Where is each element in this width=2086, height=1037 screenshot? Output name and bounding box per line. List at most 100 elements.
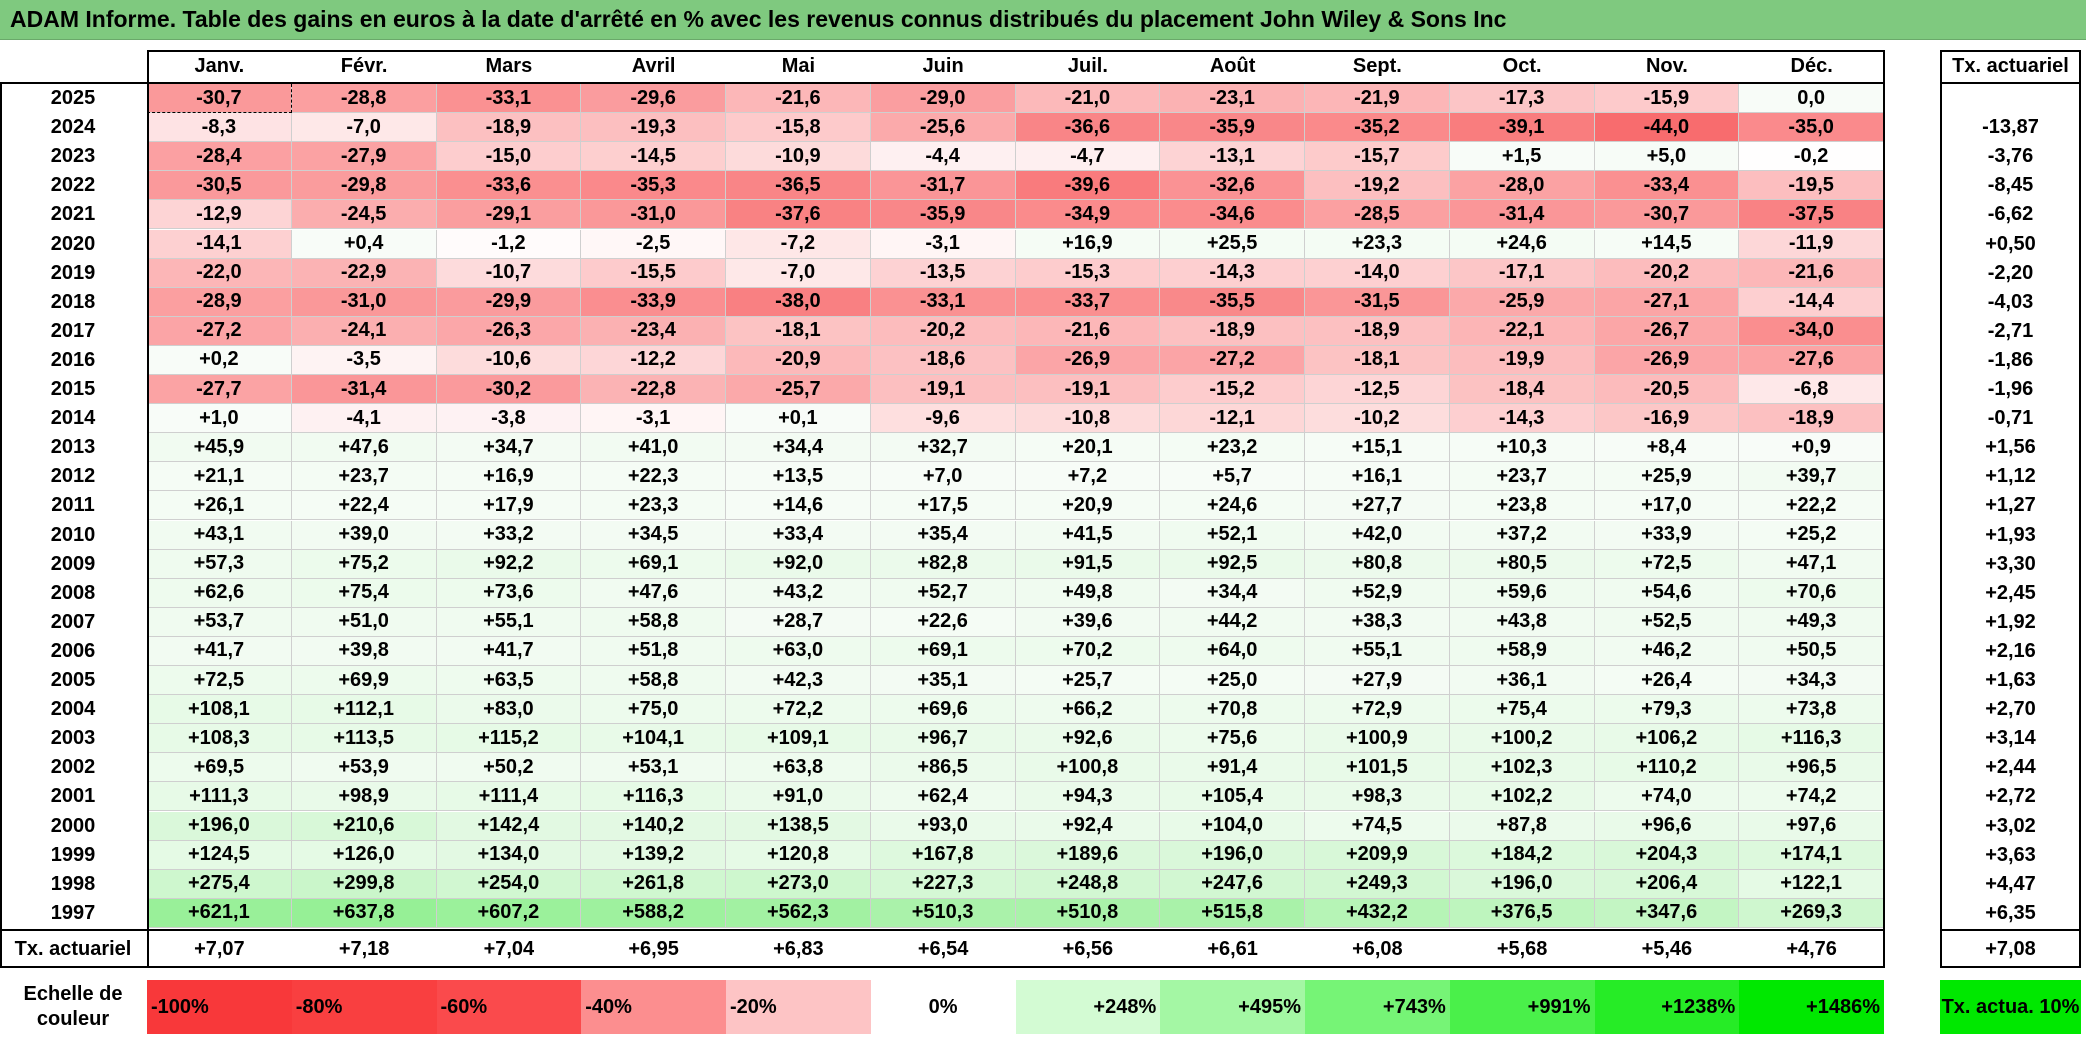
table-cell: +101,5 <box>1305 753 1450 783</box>
rate-cell: +3,63 <box>1985 843 2036 866</box>
table-cell: +86,5 <box>870 753 1016 783</box>
table-cell: +91,0 <box>726 782 871 812</box>
table-cell: -22,0 <box>147 258 292 288</box>
table-cell: +23,7 <box>1449 462 1595 492</box>
rate-cell: +0,50 <box>1985 232 2036 255</box>
rate-cell: +1,56 <box>1985 436 2036 459</box>
table-cell: -19,5 <box>1739 171 1884 201</box>
table-cell: +510,3 <box>870 898 1016 928</box>
table-cell: -33,1 <box>870 287 1016 317</box>
year-label: 2008 <box>50 581 96 604</box>
table-cell: +24,6 <box>1449 229 1595 259</box>
rate-cell: -8,45 <box>1987 174 2034 197</box>
table-cell: +62,6 <box>147 578 292 608</box>
summary-cell: +5,46 <box>1641 937 1693 960</box>
table-cell: -26,7 <box>1594 316 1740 346</box>
table-cell: +35,1 <box>870 666 1016 696</box>
table-cell: -21,6 <box>1739 258 1884 288</box>
summary-cell: +5,68 <box>1496 937 1548 960</box>
table-cell: -33,9 <box>581 287 726 317</box>
table-cell: +55,1 <box>436 607 582 637</box>
table-cell: +66,2 <box>1015 695 1161 725</box>
table-cell: -18,4 <box>1449 375 1595 405</box>
table-cell: +47,6 <box>581 578 726 608</box>
table-cell: -21,0 <box>1015 84 1161 114</box>
table-cell: +102,2 <box>1449 782 1595 812</box>
table-cell: +23,2 <box>1160 433 1305 463</box>
table-cell: +22,2 <box>1739 491 1884 521</box>
table-cell: -18,9 <box>1305 316 1450 346</box>
summary-topline-rate <box>1940 929 2081 931</box>
table-cell: +5,7 <box>1160 462 1305 492</box>
table-cell: -33,6 <box>436 171 582 201</box>
table-cell: -6,8 <box>1739 375 1884 405</box>
summary-cell: +7,07 <box>194 937 245 960</box>
table-cell: +27,9 <box>1305 666 1450 696</box>
month-header: Févr. <box>340 54 388 77</box>
summary-cell: +7,18 <box>338 937 390 960</box>
color-scale-swatch: +248% <box>1015 980 1161 1034</box>
month-header: Mai <box>781 54 816 77</box>
table-cell: +75,4 <box>1449 695 1595 725</box>
table-cell: +196,0 <box>147 811 292 841</box>
table-cell: -26,9 <box>1594 345 1740 375</box>
table-cell: -15,3 <box>1015 258 1161 288</box>
table-cell: -26,3 <box>436 316 582 346</box>
table-cell: +22,4 <box>291 491 437 521</box>
table-cell: +108,1 <box>147 695 292 725</box>
table-cell: +254,0 <box>436 869 582 899</box>
rate-header: Tx. actuariel <box>1952 54 2069 77</box>
table-cell: +92,5 <box>1160 549 1305 579</box>
table-cell: +51,0 <box>291 607 437 637</box>
table-cell: -22,9 <box>291 258 437 288</box>
table-cell: +73,6 <box>436 578 582 608</box>
rate-cell: +1,63 <box>1985 669 2036 692</box>
legend-label: Echelle de couleur <box>23 983 123 1030</box>
table-cell: -4,1 <box>291 404 437 434</box>
table-cell: +36,1 <box>1449 666 1595 696</box>
table-cell: +115,2 <box>436 724 582 754</box>
table-cell: +269,3 <box>1739 898 1884 928</box>
table-cell: -30,7 <box>1594 200 1740 230</box>
page-title: ADAM Informe. Table des gains en euros à… <box>10 6 1507 32</box>
table-cell: +69,5 <box>147 753 292 783</box>
table-cell: +70,8 <box>1160 695 1305 725</box>
month-header: Avril <box>631 54 676 77</box>
table-cell: -20,5 <box>1594 375 1740 405</box>
table-cell: +63,8 <box>726 753 871 783</box>
table-cell: +562,3 <box>726 898 871 928</box>
table-cell: +210,6 <box>291 811 437 841</box>
table-cell: +106,2 <box>1594 724 1740 754</box>
table-cell: +69,9 <box>291 666 437 696</box>
table-cell: -3,8 <box>436 404 582 434</box>
table-cell: -14,3 <box>1160 258 1305 288</box>
year-label: 2021 <box>50 203 96 226</box>
table-cell: +189,6 <box>1015 840 1161 870</box>
table-cell: +41,7 <box>436 636 582 666</box>
table-cell: +23,3 <box>1305 229 1450 259</box>
table-cell: +51,8 <box>581 636 726 666</box>
table-cell: -18,9 <box>1739 404 1884 434</box>
rate-cell: +1,92 <box>1985 610 2036 633</box>
table-cell: +20,9 <box>1015 491 1161 521</box>
table-cell: -31,0 <box>581 200 726 230</box>
table-cell: +100,8 <box>1015 753 1161 783</box>
table-cell: -14,0 <box>1305 258 1450 288</box>
table-cell: +42,0 <box>1305 520 1450 550</box>
table-cell: -25,9 <box>1449 287 1595 317</box>
table-cell: +49,3 <box>1739 607 1884 637</box>
table-cell: -28,8 <box>291 84 437 114</box>
table-cell: +116,3 <box>1739 724 1884 754</box>
table-cell: +87,8 <box>1449 811 1595 841</box>
table-cell: -3,1 <box>581 404 726 434</box>
table-cell: -27,7 <box>147 375 292 405</box>
table-cell: +14,6 <box>726 491 871 521</box>
table-cell: -13,5 <box>870 258 1016 288</box>
table-cell: +109,1 <box>726 724 871 754</box>
table-cell: -15,5 <box>581 258 726 288</box>
table-cell: -21,6 <box>1015 316 1161 346</box>
table-cell: -29,6 <box>581 84 726 114</box>
table-cell: -26,9 <box>1015 345 1161 375</box>
table-cell: -24,1 <box>291 316 437 346</box>
table-cell: +47,6 <box>291 433 437 463</box>
